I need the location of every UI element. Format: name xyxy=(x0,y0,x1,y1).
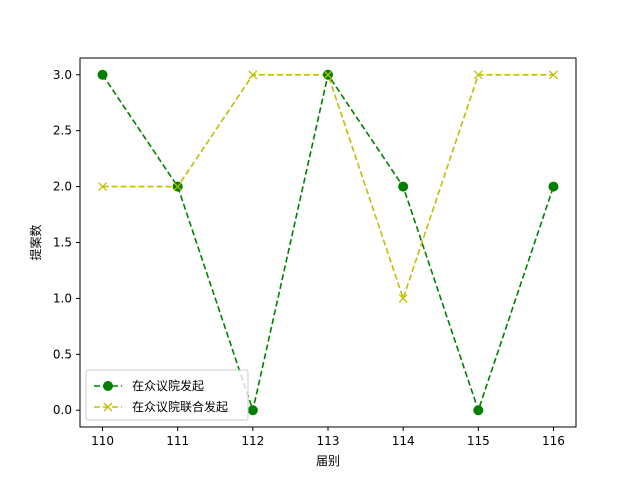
x-tick-label: 110 xyxy=(91,434,114,448)
x-tick-label: 112 xyxy=(241,434,264,448)
data-point-series-2 xyxy=(173,182,183,192)
x-tick-label: 115 xyxy=(467,434,490,448)
x-tick-label: 113 xyxy=(317,434,340,448)
legend-label: 在众议院联合发起 xyxy=(132,399,228,414)
series-markers xyxy=(97,69,559,416)
y-axis-label: 提案数 xyxy=(28,224,43,260)
legend-marker xyxy=(103,381,113,391)
data-point-series-1 xyxy=(548,181,559,192)
x-tick-label: 116 xyxy=(542,434,565,448)
data-point-series-1 xyxy=(247,405,258,416)
y-tick-label: 2.0 xyxy=(53,180,72,194)
y-tick-label: 0.0 xyxy=(53,403,72,417)
data-point-series-2 xyxy=(473,70,483,80)
data-point-series-2 xyxy=(323,70,333,80)
x-axis-label: 届别 xyxy=(316,454,340,468)
data-point-series-1 xyxy=(97,69,108,80)
x-tick-label: 111 xyxy=(166,434,189,448)
x-axis-ticks: 110 111 112 113 114 115 116 xyxy=(91,427,565,448)
data-point-series-2 xyxy=(98,182,108,192)
y-tick-label: 1.0 xyxy=(53,291,72,305)
legend-entry: 在众议院联合发起 xyxy=(94,399,228,414)
data-point-series-1 xyxy=(398,181,409,192)
x-tick-label: 114 xyxy=(392,434,415,448)
data-point-series-2 xyxy=(398,293,408,303)
y-tick-label: 3.0 xyxy=(53,68,72,82)
legend-entry: 在众议院发起 xyxy=(94,378,204,393)
plot-area xyxy=(80,58,576,427)
y-tick-label: 1.5 xyxy=(53,236,72,250)
data-point-series-2 xyxy=(548,70,558,80)
y-axis-ticks: 0.0 0.5 1.0 1.5 2.0 2.5 3.0 xyxy=(53,68,80,417)
data-point-series-1 xyxy=(473,405,484,416)
legend-marker xyxy=(103,402,113,412)
y-tick-label: 0.5 xyxy=(53,347,72,361)
y-tick-label: 2.5 xyxy=(53,124,72,138)
legend-label: 在众议院发起 xyxy=(132,378,204,393)
data-point-series-2 xyxy=(248,70,258,80)
legend-box xyxy=(85,369,249,421)
